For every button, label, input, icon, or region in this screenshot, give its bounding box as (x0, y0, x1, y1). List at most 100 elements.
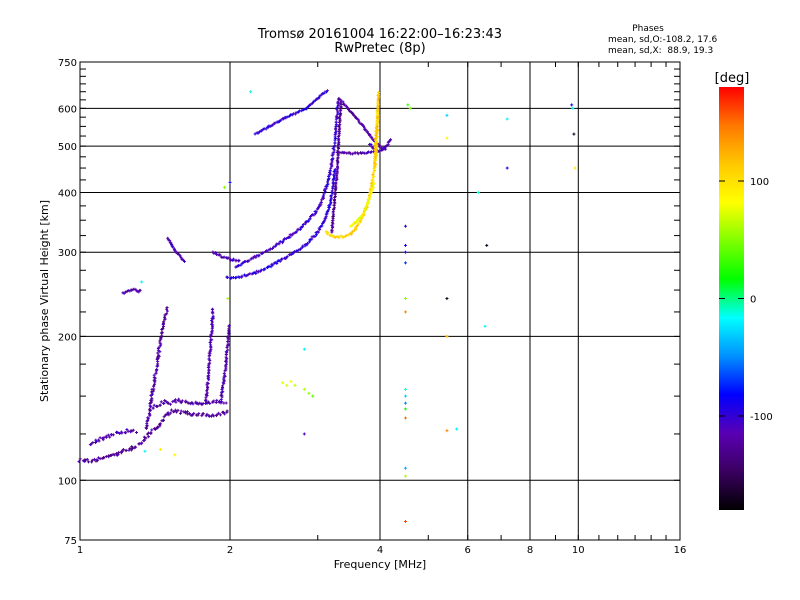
data-point (299, 247, 303, 251)
data-point (223, 185, 227, 189)
data-point (149, 393, 153, 397)
data-point (333, 141, 337, 145)
data-point (240, 274, 244, 278)
data-point (187, 412, 191, 416)
data-point (270, 247, 274, 251)
data-point (324, 184, 328, 188)
data-point (269, 265, 273, 269)
data-point (369, 184, 373, 188)
data-point (160, 330, 164, 334)
data-point (166, 236, 170, 240)
data-point (302, 347, 306, 351)
data-point (222, 410, 226, 414)
data-point (205, 391, 209, 395)
data-point (403, 297, 407, 301)
data-point (91, 441, 95, 445)
data-point (361, 151, 365, 155)
data-point (371, 146, 375, 150)
data-point (485, 243, 489, 247)
data-point (212, 414, 216, 418)
data-point (205, 389, 209, 393)
data-point (222, 255, 226, 259)
data-point (251, 256, 255, 260)
data-point (160, 327, 164, 331)
data-point (214, 401, 218, 405)
data-point (333, 190, 337, 194)
data-point (330, 223, 334, 227)
x-tick-label: 16 (674, 545, 687, 556)
data-point (205, 412, 209, 416)
data-point (108, 435, 112, 439)
data-point (198, 401, 202, 405)
data-point (403, 394, 407, 398)
data-point (90, 460, 94, 464)
data-point (166, 401, 170, 405)
data-point (328, 199, 332, 203)
data-point (350, 232, 354, 236)
data-point (338, 115, 342, 119)
data-point (140, 441, 144, 445)
data-point (148, 412, 152, 416)
data-point (329, 194, 333, 198)
data-point (302, 432, 306, 436)
data-point (364, 128, 368, 132)
data-point (247, 259, 251, 263)
colorbar-tick-label: 100 (750, 177, 769, 188)
data-point (505, 117, 509, 121)
data-point (281, 381, 285, 385)
data-point (329, 172, 333, 176)
data-point (254, 255, 258, 259)
data-point (378, 149, 382, 153)
x-tick-label: 2 (227, 545, 233, 556)
data-point (224, 355, 228, 359)
data-point (265, 249, 269, 253)
data-point (372, 170, 376, 174)
data-point (328, 171, 332, 175)
data-point (572, 132, 576, 136)
data-point (329, 166, 333, 170)
data-point (403, 407, 407, 411)
y-tick-label: 750 (58, 58, 77, 69)
data-point (445, 113, 449, 117)
data-point (330, 189, 334, 193)
data-point (156, 351, 160, 355)
data-point (374, 141, 378, 145)
data-point (206, 385, 210, 389)
data-point (226, 348, 230, 352)
data-point (227, 324, 231, 328)
colorbar-tick-label: -100 (750, 412, 773, 423)
data-point (210, 307, 214, 311)
data-point (298, 227, 302, 231)
data-point (84, 458, 88, 462)
data-point (163, 313, 167, 317)
data-point (352, 228, 356, 232)
data-point (356, 152, 360, 156)
data-point (117, 450, 121, 454)
data-point (159, 336, 163, 340)
data-point (171, 400, 175, 404)
data-point (282, 117, 286, 121)
data-point (346, 106, 350, 110)
stats-line-o: mean, sd,O:-108.2, 17.6 (608, 35, 718, 45)
data-point (288, 233, 292, 237)
stats-line-x: mean, sd,X: 88.9, 19.3 (608, 46, 713, 56)
data-point (292, 231, 296, 235)
data-point (149, 432, 153, 436)
data-point (334, 129, 338, 133)
data-point (403, 416, 407, 420)
data-point (226, 334, 230, 338)
data-point (333, 167, 337, 171)
data-point (278, 240, 282, 244)
data-point (350, 152, 354, 156)
data-point (205, 381, 209, 385)
data-point (151, 392, 155, 396)
data-point (403, 466, 407, 470)
data-point (90, 458, 94, 462)
data-point (179, 401, 183, 405)
data-point (408, 106, 412, 110)
data-point (277, 242, 281, 246)
data-point (129, 448, 133, 452)
data-point (288, 235, 292, 239)
data-point (78, 457, 82, 461)
data-point (211, 314, 215, 318)
